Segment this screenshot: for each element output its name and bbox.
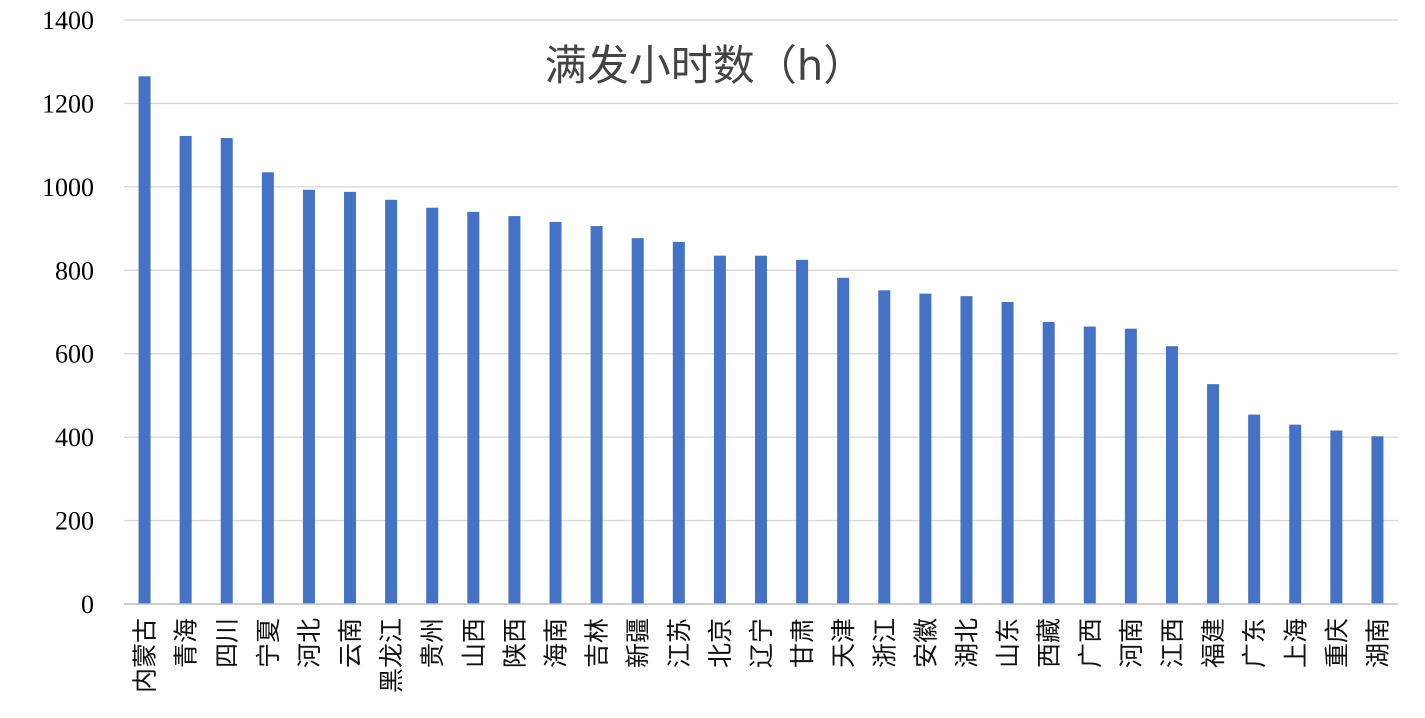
x-category-label: 河南 xyxy=(1117,618,1146,668)
x-category-label: 吉林 xyxy=(583,618,612,668)
x-category-label: 云南 xyxy=(336,618,365,668)
bar xyxy=(1330,430,1343,604)
y-axis-tick-labels: 0 200 400 600 800 1000 1200 1400 xyxy=(42,6,94,619)
bar xyxy=(1083,326,1096,604)
bar xyxy=(1124,328,1137,604)
bar xyxy=(590,226,603,604)
x-category-label: 辽宁 xyxy=(747,618,776,668)
x-category-label: 山西 xyxy=(459,618,488,668)
bar xyxy=(1289,424,1302,604)
x-category-label: 浙江 xyxy=(870,618,899,668)
x-category-label: 海南 xyxy=(542,618,571,668)
bar xyxy=(261,172,274,604)
y-tick-label: 800 xyxy=(55,256,94,285)
y-tick-label: 400 xyxy=(55,423,94,452)
x-category-label: 天津 xyxy=(829,618,858,668)
x-category-label: 四川 xyxy=(213,618,242,668)
bar xyxy=(672,241,685,605)
x-category-label: 江苏 xyxy=(665,618,694,668)
bar xyxy=(220,138,233,604)
x-category-label: 安徽 xyxy=(911,618,940,668)
bar xyxy=(713,255,726,604)
x-category-label: 重庆 xyxy=(1322,618,1351,668)
bar xyxy=(138,76,151,605)
x-category-label: 湖北 xyxy=(952,618,981,668)
bar xyxy=(549,221,562,604)
y-tick-label: 0 xyxy=(81,590,94,619)
y-tick-label: 600 xyxy=(55,340,94,369)
bar xyxy=(1371,436,1384,604)
bar xyxy=(1207,384,1220,604)
x-category-label: 广东 xyxy=(1240,618,1269,668)
x-category-label: 青海 xyxy=(172,618,201,668)
bar xyxy=(878,290,891,604)
bar xyxy=(1042,322,1055,604)
x-category-label: 北京 xyxy=(706,618,735,668)
x-category-label: 陕西 xyxy=(500,618,529,668)
x-category-label: 宁夏 xyxy=(254,618,283,668)
y-tick-label: 1200 xyxy=(42,89,94,118)
x-category-label: 上海 xyxy=(1281,618,1310,668)
x-category-label: 西藏 xyxy=(1035,618,1064,668)
bar xyxy=(1165,346,1178,604)
bar xyxy=(960,296,973,604)
bar xyxy=(796,259,809,604)
bar xyxy=(631,238,644,604)
bar xyxy=(179,135,192,605)
bar xyxy=(837,277,850,604)
bar xyxy=(508,216,521,605)
bar xyxy=(1001,301,1014,604)
x-category-label: 福建 xyxy=(1199,618,1228,668)
bar xyxy=(344,191,357,604)
x-category-label: 山东 xyxy=(994,618,1023,668)
bar xyxy=(385,199,398,604)
x-category-label: 内蒙古 xyxy=(131,618,160,693)
bar xyxy=(755,255,767,604)
chart-title: 满发小时数（h） xyxy=(545,41,866,90)
bar xyxy=(1248,414,1261,604)
x-category-label: 贵州 xyxy=(418,618,447,668)
y-tick-label: 200 xyxy=(55,507,94,536)
x-category-label: 新疆 xyxy=(624,618,653,668)
x-category-label: 江西 xyxy=(1158,618,1187,668)
y-tick-label: 1400 xyxy=(42,6,94,35)
x-category-label: 甘肃 xyxy=(788,618,817,668)
bar xyxy=(467,211,480,604)
bars xyxy=(138,76,1384,605)
x-category-label: 河北 xyxy=(295,618,324,668)
x-category-label: 湖南 xyxy=(1363,618,1392,668)
bar xyxy=(919,293,932,604)
x-category-label: 广西 xyxy=(1076,618,1105,668)
y-tick-label: 1000 xyxy=(42,173,94,202)
bar xyxy=(302,189,315,604)
bar xyxy=(426,207,439,604)
x-category-label: 黑龙江 xyxy=(377,618,406,693)
x-axis-category-labels: 内蒙古 青海 四川 宁夏 河北 云南 黑龙江 贵州 山西 陕西 海南 吉林 新疆 江苏 北京 辽宁 甘肃 天津 浙江… xyxy=(131,618,1393,693)
